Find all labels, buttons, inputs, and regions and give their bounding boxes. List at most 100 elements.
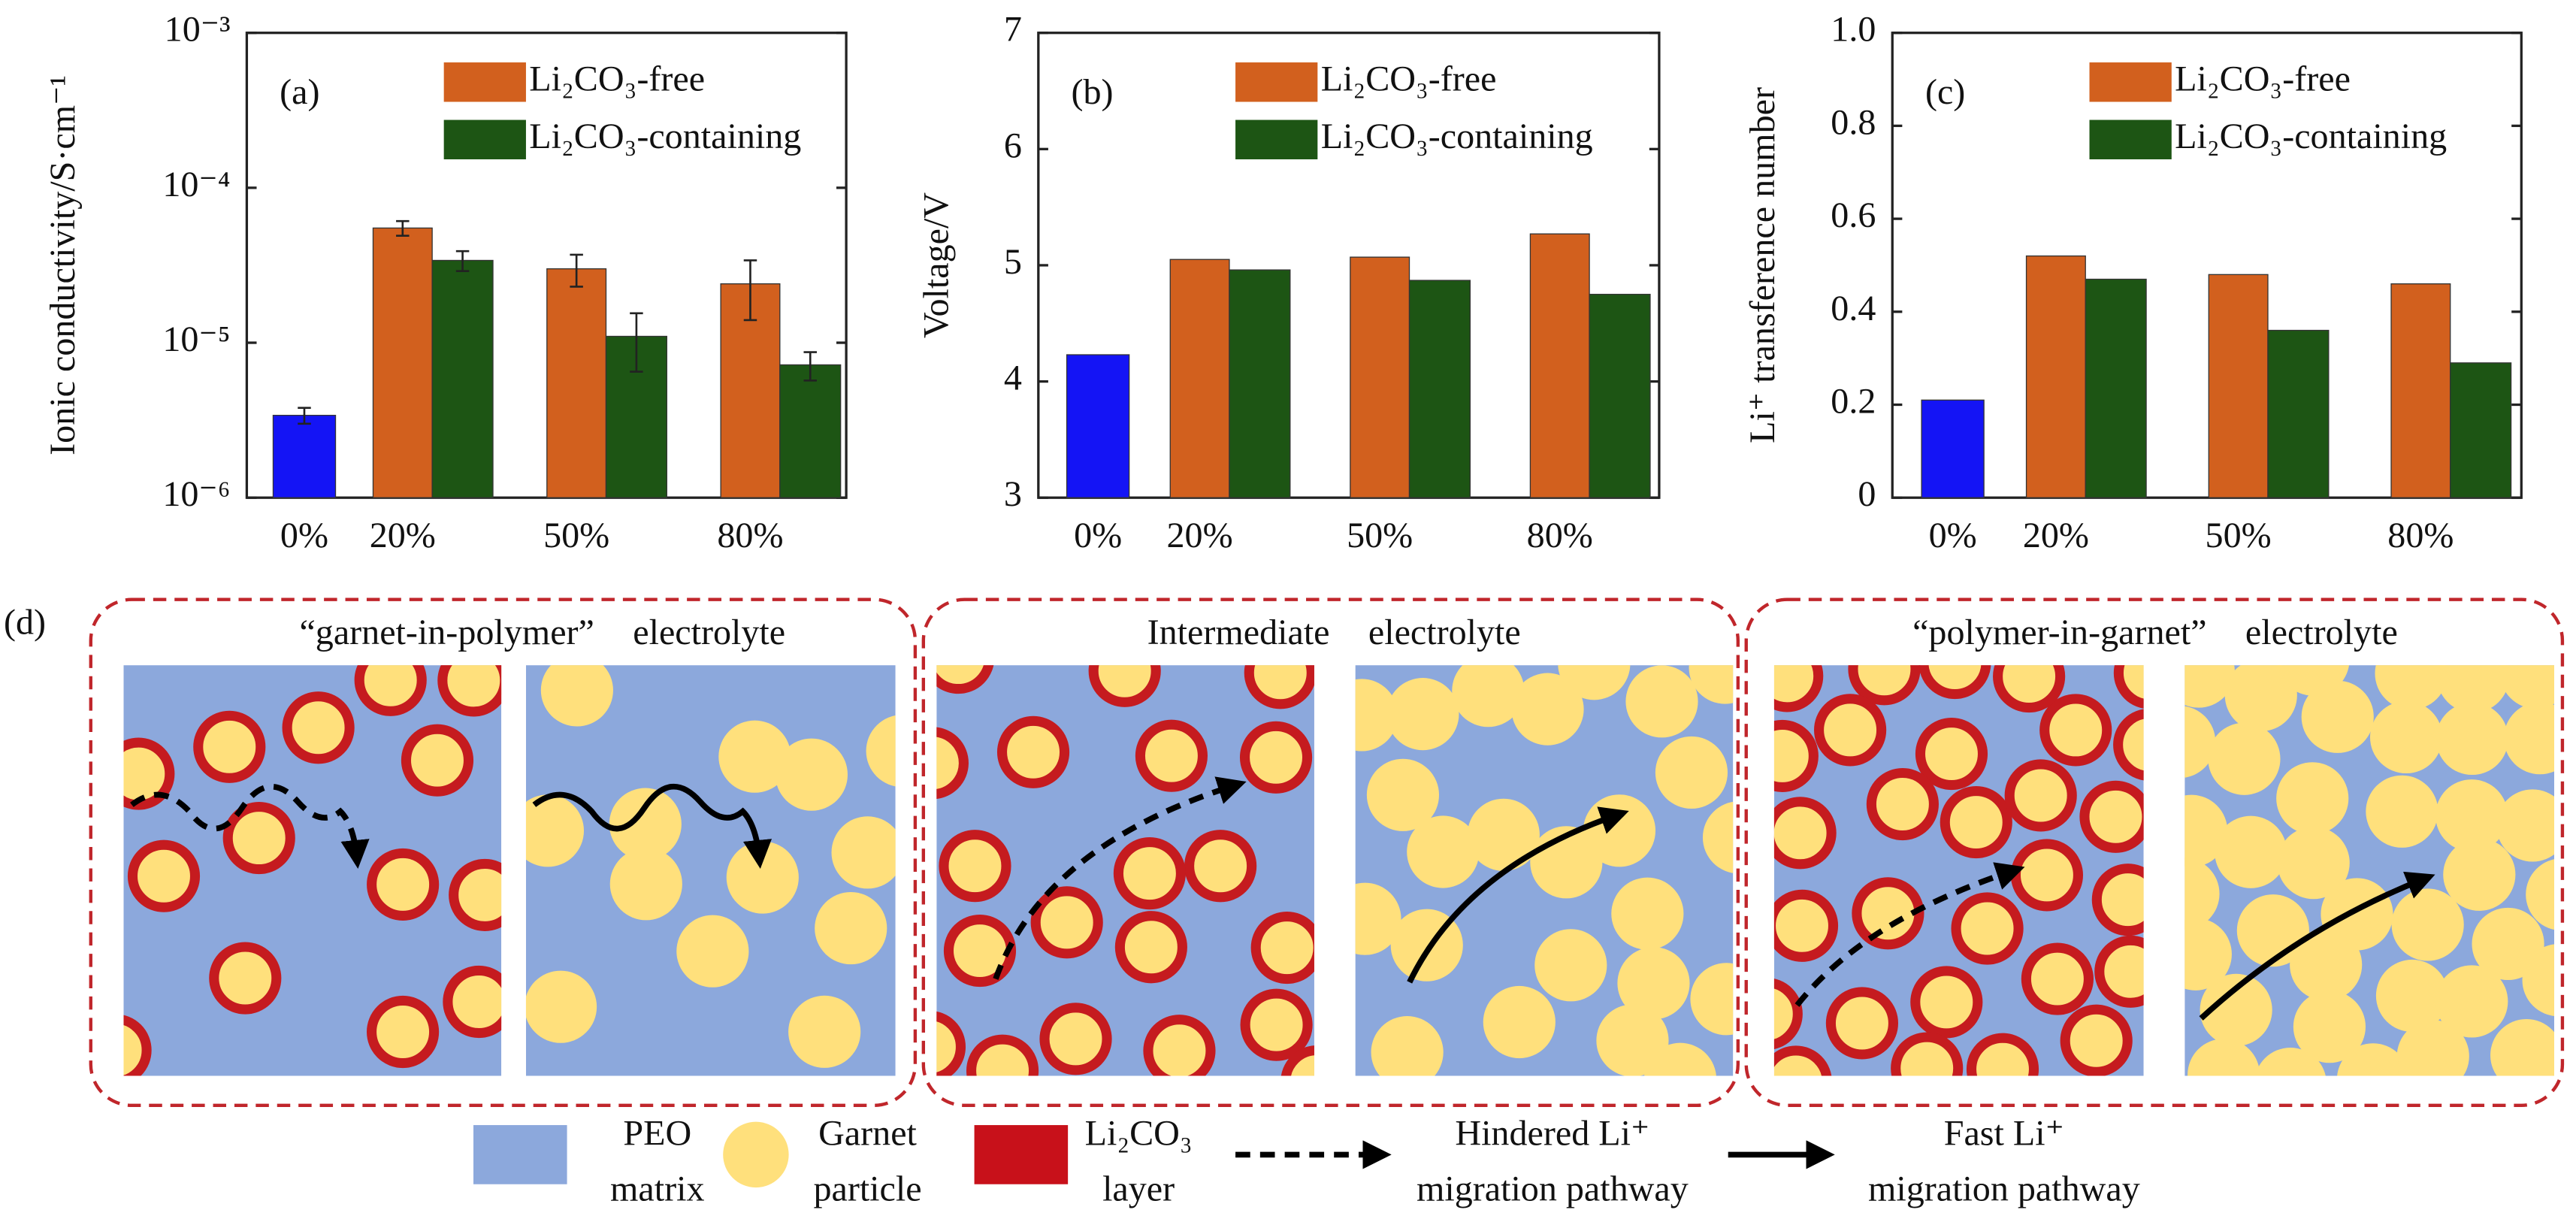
error-bar	[630, 312, 643, 373]
error-bar	[570, 253, 583, 288]
coated-garnet	[2004, 759, 2077, 832]
coated-garnet	[1773, 979, 1803, 1050]
garnet-particle	[1534, 929, 1607, 1002]
garnet-particle	[1483, 985, 1556, 1059]
coated-garnet	[1184, 830, 1257, 903]
legend-swatch	[1235, 119, 1318, 159]
group-title: “polymer-in-garnet” electrolyte	[1912, 613, 2398, 652]
garnet-particle	[2443, 838, 2516, 911]
coated-garnet	[193, 710, 266, 783]
garnet-particle	[2208, 722, 2281, 795]
fast-pathway	[532, 783, 772, 870]
legend-label: Li₂CO₃-containing	[1321, 116, 1593, 156]
group-frame	[1744, 597, 2565, 1108]
legend-text: matrix	[610, 1169, 705, 1209]
hindered-pathway	[1794, 862, 2025, 1007]
legend-swatch	[2089, 119, 2172, 159]
coated-garnet	[943, 914, 1017, 988]
coated-garnet	[1866, 767, 1939, 841]
garnet-particle	[2391, 888, 2464, 961]
garnet-particle	[2526, 859, 2555, 930]
coated-garnet	[1910, 966, 1983, 1039]
legend-text: Garnet	[818, 1113, 917, 1153]
bar	[546, 268, 607, 498]
panel-label: (b)	[1072, 72, 1114, 112]
legend-swatch	[2089, 62, 2172, 102]
coated-garnet	[1239, 721, 1313, 794]
y-tick-label: 3	[1004, 474, 1022, 514]
coated-garnet	[123, 1015, 152, 1076]
garnet-particle	[2184, 794, 2228, 867]
garnet-particle	[525, 970, 597, 1043]
coated-garnet	[123, 737, 175, 810]
x-tick-label: 50%	[543, 516, 609, 555]
y-tick-label: 5	[1004, 242, 1022, 282]
bar	[1169, 259, 1230, 498]
bar	[2085, 278, 2147, 498]
garnet-particle	[525, 794, 584, 867]
coated-garnet	[1993, 665, 2066, 713]
coated-garnet	[1135, 719, 1208, 792]
garnet-particle	[1452, 665, 1525, 727]
coated-garnet	[222, 802, 295, 875]
legend-peo	[473, 1125, 567, 1184]
bar	[2390, 283, 2451, 498]
x-tick-label: 0%	[1074, 516, 1122, 555]
garnet-particle	[1689, 665, 1734, 704]
legend-label: Li₂CO₃-free	[1321, 59, 1497, 98]
coated-garnet	[367, 848, 440, 921]
y-axis-label: Li⁺ transference number	[1743, 87, 1782, 443]
coated-garnet	[282, 691, 355, 764]
panel-label: (c)	[1925, 72, 1965, 112]
coated-garnet	[1825, 987, 1898, 1060]
legend-text: Fast Li⁺	[1944, 1113, 2064, 1153]
garnet-particle	[2255, 1048, 2326, 1076]
x-tick-label: 20%	[2023, 516, 2089, 555]
garnet-particle	[1371, 1016, 1444, 1076]
garnet-particle	[1644, 1042, 1716, 1076]
plot-frame	[1891, 32, 2523, 499]
coated-garnet	[1915, 717, 1988, 791]
garnet-particle	[2437, 665, 2510, 713]
coated-garnet	[1114, 911, 1187, 984]
coated-garnet	[449, 858, 502, 931]
coated-garnet	[2021, 942, 2094, 1015]
y-tick-label: 10⁻⁶	[162, 474, 230, 514]
garnet-particle	[1655, 736, 1728, 809]
group-title: Intermediate electrolyte	[1147, 613, 1521, 652]
coated-garnet	[966, 1034, 1039, 1076]
coated-garnet	[936, 727, 969, 800]
particle-box	[936, 665, 1314, 1076]
garnet-particle	[2496, 789, 2555, 862]
y-tick-label: 10⁻⁴	[162, 165, 230, 204]
garnet-particle	[2366, 775, 2438, 848]
garnet-particle	[2337, 1043, 2409, 1076]
garnet-particle	[2522, 944, 2555, 1016]
x-tick-label: 0%	[1929, 516, 1977, 555]
coated-garnet	[2010, 839, 2084, 912]
particle-box	[2184, 665, 2555, 1076]
bar	[1229, 269, 1291, 498]
coated-garnet	[936, 1011, 966, 1076]
group-title: “garnet-in-polymer” electrolyte	[299, 613, 785, 652]
coated-garnet	[1280, 1045, 1314, 1076]
garnet-particle	[1611, 877, 1684, 950]
garnet-particle	[2435, 702, 2508, 776]
bar	[2208, 274, 2269, 498]
coated-garnet	[1848, 665, 1921, 706]
bar	[1066, 354, 1130, 498]
bar	[1589, 293, 1651, 498]
legend-li2co3	[974, 1125, 1069, 1184]
garnet-particle	[1690, 963, 1734, 1036]
particle-box	[1355, 665, 1734, 1076]
garnet-particle	[2200, 973, 2272, 1046]
bar	[431, 259, 494, 498]
error-bar	[803, 351, 817, 382]
coated-garnet	[2060, 1004, 2133, 1076]
garnet-particle	[1702, 801, 1734, 873]
garnet-particle	[2369, 700, 2443, 774]
garnet-particle	[609, 848, 682, 921]
y-tick-label: 0.2	[1831, 382, 1876, 422]
coated-garnet	[401, 724, 474, 797]
y-tick-label: 10⁻³	[165, 10, 231, 50]
